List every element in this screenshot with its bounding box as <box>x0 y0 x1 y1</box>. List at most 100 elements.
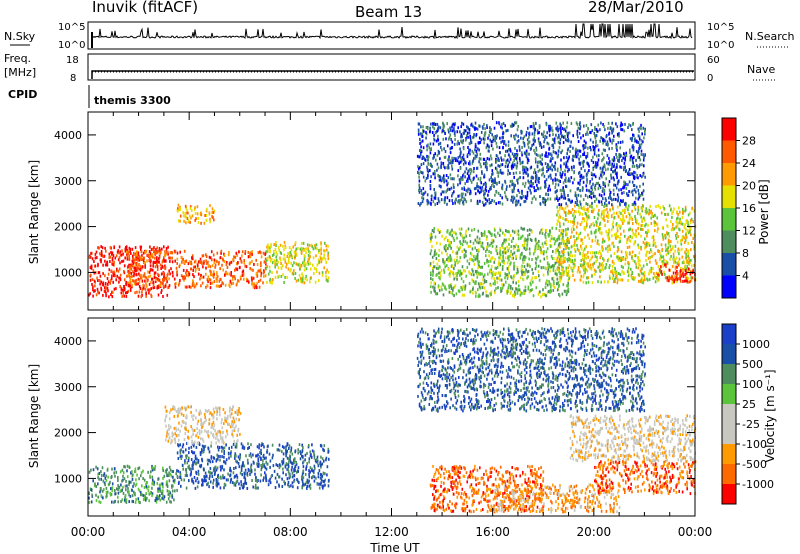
data-cell <box>613 134 615 138</box>
data-cell <box>102 283 105 287</box>
data-cell <box>602 187 604 190</box>
data-cell <box>127 281 129 285</box>
data-cell <box>566 125 568 129</box>
data-cell <box>157 249 160 253</box>
data-cell <box>483 230 486 234</box>
data-cell <box>461 135 463 139</box>
data-cell <box>437 125 440 129</box>
data-cell <box>687 249 690 253</box>
data-cell <box>324 257 327 261</box>
data-cell <box>140 248 142 252</box>
data-cell <box>561 195 563 199</box>
data-cell <box>472 269 474 273</box>
data-cell <box>693 243 695 247</box>
data-cell <box>162 272 165 275</box>
data-cell <box>483 122 485 126</box>
data-cell <box>583 226 586 230</box>
data-cell <box>605 142 608 146</box>
data-cell <box>525 238 528 242</box>
data-cell <box>309 280 311 284</box>
data-cell <box>476 127 479 131</box>
data-cell <box>617 205 619 209</box>
data-cell <box>323 253 325 257</box>
data-cell <box>614 172 617 176</box>
data-cell <box>269 269 271 273</box>
data-cell <box>545 123 548 127</box>
data-cell <box>529 264 531 268</box>
data-cell <box>555 194 558 198</box>
data-cell <box>177 209 179 213</box>
data-cell <box>151 253 154 257</box>
data-cell <box>539 259 542 263</box>
data-cell <box>651 211 653 215</box>
data-cell <box>507 230 509 233</box>
data-cell <box>468 270 470 274</box>
data-cell <box>527 269 530 273</box>
data-cell <box>531 132 534 136</box>
data-cell <box>591 205 593 209</box>
data-cell <box>600 252 602 256</box>
data-cell <box>501 283 503 287</box>
data-cell <box>570 250 572 254</box>
data-cell <box>565 266 568 270</box>
data-cell <box>466 190 469 194</box>
data-cell <box>269 279 271 283</box>
data-cell <box>108 295 110 299</box>
data-cell <box>601 265 604 269</box>
data-cell <box>565 163 568 167</box>
data-cell <box>444 196 446 200</box>
data-cell <box>635 262 637 266</box>
data-cell <box>475 255 477 259</box>
data-cell <box>476 249 478 252</box>
data-cell <box>211 273 214 277</box>
data-cell <box>553 242 556 246</box>
data-cell <box>657 273 659 277</box>
data-cell <box>250 276 253 280</box>
data-cell <box>274 275 277 279</box>
data-cell <box>653 238 655 242</box>
data-cell <box>264 274 267 278</box>
data-cell <box>644 242 646 246</box>
data-cell <box>590 257 592 261</box>
data-cell <box>644 218 646 222</box>
data-cell <box>538 141 541 145</box>
data-cell <box>303 249 305 252</box>
data-cell <box>318 250 320 254</box>
data-cell <box>687 213 690 217</box>
data-cell <box>504 272 506 276</box>
data-cell <box>680 239 682 243</box>
data-cell <box>216 271 218 275</box>
data-cell <box>502 250 504 254</box>
data-cell <box>592 191 595 195</box>
data-cell <box>566 236 569 240</box>
data-cell <box>565 155 568 159</box>
data-cell <box>607 183 610 187</box>
data-cell <box>475 294 477 298</box>
data-cell <box>689 219 692 222</box>
data-cell <box>449 151 452 155</box>
data-cell <box>481 171 483 175</box>
data-cell <box>625 251 627 255</box>
data-cell <box>539 160 542 164</box>
data-cell <box>598 213 600 217</box>
data-cell <box>624 122 626 126</box>
data-cell <box>580 238 582 242</box>
data-cell <box>489 201 492 205</box>
data-cell <box>639 145 642 149</box>
data-cell <box>548 184 551 188</box>
data-cell <box>437 142 440 146</box>
data-cell <box>521 273 523 276</box>
data-cell <box>446 202 448 206</box>
data-cell <box>648 243 651 247</box>
data-cell <box>463 255 466 259</box>
data-cell <box>462 131 465 135</box>
data-cell <box>497 286 499 290</box>
data-cell <box>109 281 111 285</box>
data-cell <box>276 253 279 257</box>
data-cell <box>193 282 195 286</box>
data-cell <box>437 173 439 177</box>
data-cell <box>662 235 664 239</box>
data-cell <box>137 252 140 255</box>
data-cell <box>92 294 94 298</box>
data-cell <box>515 254 517 258</box>
